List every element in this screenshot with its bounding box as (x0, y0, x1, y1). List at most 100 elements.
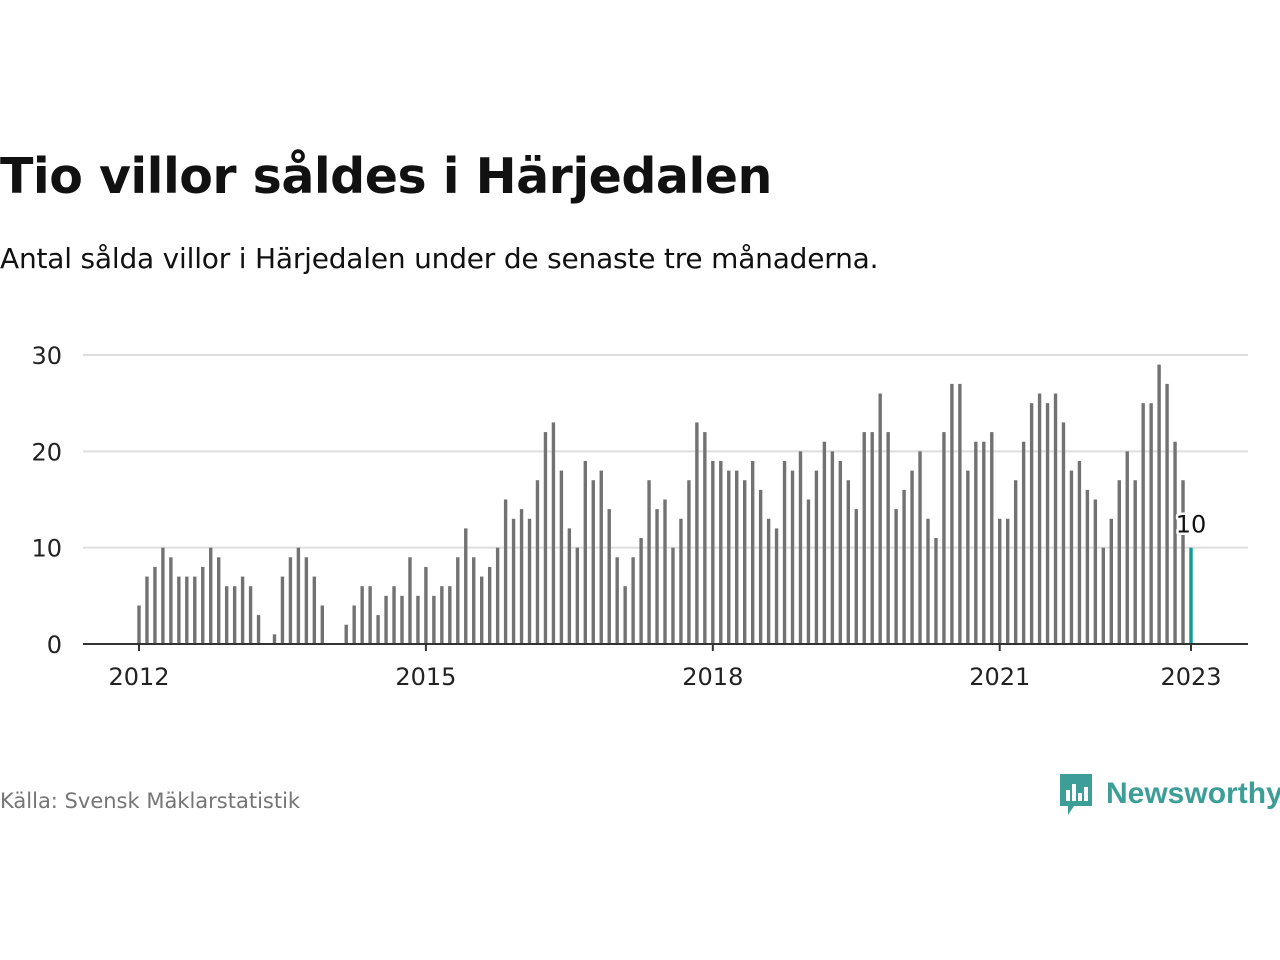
bar (408, 557, 412, 644)
bar (950, 383, 954, 644)
bar (296, 547, 301, 644)
bar (782, 460, 787, 644)
bar (209, 547, 213, 644)
bar (480, 576, 484, 644)
bar (280, 576, 285, 644)
y-tick-label: 30 (31, 342, 62, 370)
bar (790, 470, 795, 644)
x-tick-label: 2021 (969, 663, 1030, 691)
bar (1006, 518, 1010, 644)
bar (503, 499, 508, 644)
bar (1133, 480, 1137, 644)
bar (495, 547, 500, 644)
bar (966, 470, 970, 644)
brand-name: Newsworthy (1106, 777, 1280, 810)
bar (822, 441, 827, 644)
bar (1037, 393, 1042, 644)
bar (591, 480, 595, 644)
chart-title: Tio villor såldes i Härjedalen (0, 148, 772, 205)
bar (145, 576, 149, 644)
x-tick-label: 2023 (1160, 663, 1221, 691)
bar (806, 499, 811, 644)
bar (1181, 480, 1185, 644)
bar (1013, 480, 1018, 644)
brand-logo[interactable]: Newsworthy (1058, 772, 1280, 816)
bar (894, 509, 898, 644)
bar (1021, 441, 1026, 644)
bar (735, 470, 739, 644)
bar (703, 432, 707, 644)
bar (623, 586, 627, 644)
bar (1069, 470, 1074, 644)
bar (153, 566, 157, 644)
bar (854, 509, 858, 644)
bar (599, 470, 603, 644)
bar (256, 615, 261, 644)
bar (567, 528, 572, 644)
bar (272, 634, 277, 644)
bar (217, 557, 221, 644)
bar (1101, 547, 1106, 644)
bar (368, 586, 372, 644)
bar (838, 460, 843, 644)
bar (727, 470, 731, 644)
bar (1157, 364, 1161, 644)
bar (456, 557, 460, 644)
bar (224, 586, 229, 644)
bar (312, 576, 317, 644)
bar (607, 509, 611, 644)
bar (248, 586, 253, 644)
bar (663, 499, 667, 644)
bar (384, 595, 388, 644)
bar (862, 432, 866, 644)
bar (1173, 441, 1177, 644)
bar (472, 557, 476, 644)
bar (559, 470, 564, 644)
bar (487, 566, 492, 644)
bar (990, 432, 994, 644)
bar (304, 557, 309, 644)
bar (320, 605, 324, 644)
y-tick-label: 0 (47, 631, 62, 659)
bar (1093, 499, 1098, 644)
y-tick-label: 20 (31, 438, 62, 466)
bar (344, 624, 348, 644)
bar (902, 489, 906, 644)
bar (671, 547, 675, 644)
highlight-value-label: 10 (1176, 511, 1207, 539)
bar (846, 480, 850, 644)
bar (1109, 518, 1113, 644)
bar (982, 441, 986, 644)
bar (758, 489, 763, 644)
bar (535, 480, 540, 644)
bar (440, 586, 444, 644)
bar (161, 547, 165, 644)
bar (998, 518, 1002, 644)
bar (1061, 422, 1066, 644)
bar (543, 432, 548, 644)
bar (551, 422, 556, 644)
newsworthy-logo-icon (1060, 774, 1092, 815)
bar (1149, 403, 1153, 644)
bar (974, 441, 978, 644)
bar (1077, 460, 1082, 644)
bar-chart: 0 10 20 30 2012 2015 2018 2021 2023 10 (31, 342, 1248, 691)
bar (177, 576, 181, 644)
bar (711, 460, 715, 644)
bar (958, 383, 962, 644)
bars (137, 364, 1193, 644)
bar (288, 557, 293, 644)
bar (870, 432, 874, 644)
bar (926, 518, 930, 644)
bar (583, 460, 587, 644)
bar (1053, 393, 1058, 644)
bar (400, 595, 404, 644)
bar (360, 586, 364, 644)
bar (647, 480, 651, 644)
bar (575, 547, 580, 644)
bar (798, 451, 803, 644)
bar (1165, 383, 1169, 644)
bar (878, 393, 882, 644)
bar (655, 509, 659, 644)
bar (1117, 480, 1121, 644)
